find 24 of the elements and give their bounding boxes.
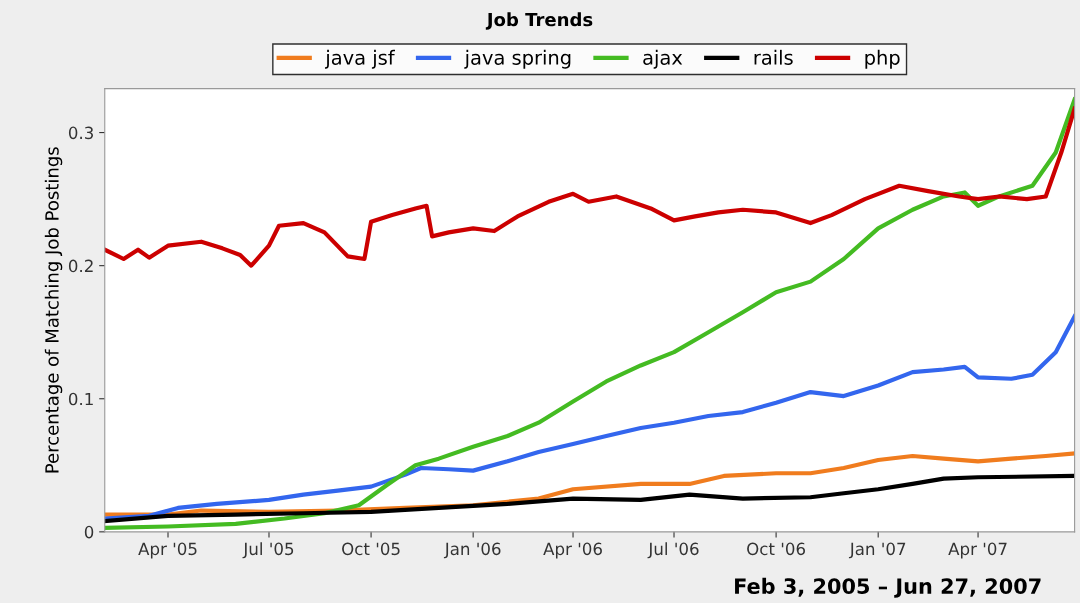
y-tick-label: 0.1	[68, 392, 93, 406]
x-tick-label: Apr '06	[543, 542, 602, 559]
y-tick-label: 0.3	[68, 126, 94, 140]
x-tick-label: Jul '06	[647, 542, 699, 559]
x-tick-label: Jul '05	[242, 542, 294, 559]
x-tick-label: Jan '06	[443, 542, 501, 559]
x-tick-label: Apr '05	[138, 542, 197, 559]
legend-label: java jsf	[324, 49, 396, 69]
y-tick-label: 0.2	[68, 259, 93, 273]
line-series	[104, 473, 1075, 524]
line-series	[104, 314, 1075, 521]
x-tick-label: Jan '07	[848, 542, 906, 559]
text: Feb 3, 2005 – Jun 27, 2007	[735, 577, 1041, 598]
legend-label: ajax	[643, 49, 683, 69]
legend-label: rails	[754, 49, 793, 65]
line-series	[104, 106, 1075, 268]
x-tick-label: Oct '05	[342, 542, 400, 556]
chart-title: Job Trends	[485, 12, 593, 30]
y-tick-label: 0	[84, 525, 94, 539]
x-tick-label: Apr '07	[948, 542, 1007, 559]
legend-label: java spring	[464, 49, 571, 69]
legend-label: php	[865, 49, 900, 69]
y-axis-title: Percentage of Matching Job Postings	[44, 147, 63, 473]
x-tick-label: Oct '06	[747, 542, 806, 556]
